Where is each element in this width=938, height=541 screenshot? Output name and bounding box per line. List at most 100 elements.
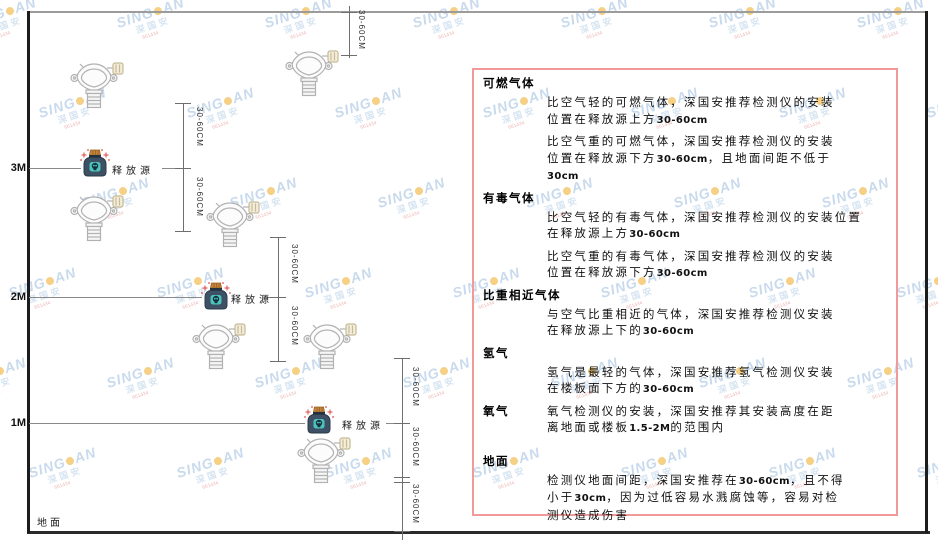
- guide-section: 有毒气体 比空气轻的有毒气体，深国安推荐检测仪的安装位置 在释放源上方30-60cm…: [483, 191, 888, 283]
- gas-detector-icon: [303, 322, 357, 377]
- section-paragraph: 氢气是最轻的气体，深国安推荐氢气检测仪安装 在楼板面下方的30-60cm: [547, 365, 888, 399]
- paragraph-line: 检测仪地面间距，深国安推荐在30-60cm，且不得: [547, 474, 845, 487]
- dimension-tick: [394, 482, 410, 483]
- paragraph-line: 比空气轻的可燃气体，深国安推荐检测仪的安装: [547, 97, 835, 109]
- release-source-label: 释放源: [342, 421, 384, 432]
- measurement-value: 30-60cm: [642, 326, 695, 337]
- paragraph-line: 测仪造成伤害: [547, 509, 630, 522]
- paragraph-line: 与空气比重相近的气体，深国安推荐检测仪安装: [547, 308, 835, 321]
- section-heading: 有毒气体: [483, 192, 535, 205]
- dimension-tick: [341, 55, 357, 56]
- dimension-tick: [175, 231, 191, 232]
- section-heading: 地面: [483, 455, 509, 468]
- release-source-label: 释放源: [112, 166, 154, 177]
- dimension-tick: [394, 358, 410, 359]
- paragraph-line: 在释放源上下的30-60cm: [547, 325, 695, 337]
- section-paragraph: 比空气重的可燃气体，深国安推荐检测仪的安装 位置在释放源下方30-60cm，且地面…: [547, 134, 888, 186]
- release-source-label: 释放源: [231, 295, 273, 306]
- dimension-tick: [341, 12, 357, 13]
- level-line: [162, 168, 183, 169]
- paragraph-line: 在释放源上方30-60cm: [547, 228, 681, 240]
- measurement-value: 30cm: [547, 171, 579, 182]
- level-line: [29, 423, 305, 424]
- section-paragraph: 氧气检测仪的安装，深国安推荐其安装高度在距 离地面或楼板1.5-2M的范围内: [547, 404, 888, 438]
- dimension-tick: [175, 103, 191, 104]
- left-wall-line: [27, 11, 30, 533]
- dimension-label: 30-60CM: [411, 367, 420, 407]
- dimension-tick: [394, 423, 410, 424]
- dimension-line: [278, 237, 279, 361]
- level-line: [29, 168, 81, 169]
- height-marker-label: 1M: [10, 417, 26, 429]
- measurement-value: 30-60cm: [656, 268, 708, 279]
- dimension-tick: [394, 477, 410, 478]
- measurement-value: 30cm: [574, 493, 607, 504]
- dimension-tick: [270, 297, 286, 298]
- dimension-line: [349, 6, 350, 58]
- dimension-label: 30-60CM: [411, 484, 420, 524]
- release-source-icon: [200, 280, 232, 319]
- dimension-tick: [175, 168, 191, 169]
- paragraph-line: 30cm: [547, 168, 888, 186]
- paragraph-line: 小于30cm，因为过低容易水溅腐蚀等，容易对检: [547, 492, 840, 504]
- gas-detector-icon: [297, 436, 351, 491]
- section-paragraph: 与空气比重相近的气体，深国安推荐检测仪安装 在释放源上下的30-60cm: [547, 307, 888, 341]
- measurement-value: 30-60cm: [642, 384, 695, 395]
- section-heading: 氧气: [483, 405, 509, 418]
- measurement-value: 30-60cm: [656, 114, 708, 126]
- measurement-value: 30-60cm: [738, 475, 790, 487]
- gas-detector-icon: [206, 200, 260, 255]
- dimension-label: 30-60CM: [357, 10, 366, 50]
- dimension-label: 30-60CM: [290, 244, 299, 284]
- paragraph-line: 在楼板面下方的30-60cm: [547, 383, 695, 395]
- right-wall-line: [925, 11, 928, 533]
- dimension-label: 30-60CM: [195, 107, 204, 147]
- measurement-value: 30-60cm: [656, 153, 708, 165]
- paragraph-line: 氧气检测仪的安装，深国安推荐其安装高度在距: [547, 405, 835, 418]
- section-heading: 氢气: [483, 347, 509, 360]
- dimension-tick: [270, 361, 286, 362]
- gas-detector-icon: [192, 322, 246, 377]
- dimension-line: [402, 358, 403, 540]
- paragraph-line: 比空气重的有毒气体，深国安推荐检测仪的安装: [547, 250, 835, 263]
- measurement-value: 1.5-2M: [629, 423, 671, 434]
- dimension-tick: [394, 531, 410, 532]
- section-paragraph: 检测仪地面间距，深国安推荐在30-60cm，且不得 小于30cm，因为过低容易水溅…: [547, 473, 888, 525]
- section-paragraph: 比空气重的有毒气体，深国安推荐检测仪的安装 位置在释放源下方30-60cm: [547, 249, 888, 283]
- paragraph-line: 离地面或楼板1.5-2M的范围内: [547, 422, 726, 434]
- gas-detector-icon: [70, 194, 124, 249]
- paragraph-line: 位置在释放源下方30-60cm，且地面间距不低于: [547, 152, 832, 165]
- section-paragraph: 比空气轻的可燃气体，深国安推荐检测仪的安装 位置在释放源上方30-60cm: [547, 95, 888, 129]
- dimension-label: 30-60CM: [195, 177, 204, 217]
- guide-section: 可燃气体 比空气轻的可燃气体，深国安推荐检测仪的安装 位置在释放源上方30-60cm…: [483, 76, 888, 186]
- gas-detector-icon: [285, 49, 339, 104]
- height-marker-label: 3M: [10, 162, 26, 174]
- paragraph-line: 比空气重的可燃气体，深国安推荐检测仪的安装: [547, 136, 835, 148]
- dimension-tick: [270, 237, 286, 238]
- measurement-value: 30-60cm: [629, 229, 681, 240]
- dimension-label: 30-60CM: [290, 306, 299, 346]
- paragraph-line: 位置在释放源上方30-60cm: [547, 113, 708, 126]
- level-line: [29, 297, 202, 298]
- section-heading: 可燃气体: [483, 78, 535, 90]
- guide-section: 比重相近气体与空气比重相近的气体，深国安推荐检测仪安装 在释放源上下的30-60c…: [483, 288, 888, 341]
- ceiling-line: [27, 11, 928, 13]
- ground-label: 地面: [37, 518, 63, 529]
- floor-line: [27, 531, 930, 534]
- installation-guide-panel: 可燃气体 比空气轻的可燃气体，深国安推荐检测仪的安装 位置在释放源上方30-60cm…: [472, 68, 898, 522]
- guide-section: 地面检测仪地面间距，深国安推荐在30-60cm，且不得 小于30cm，因为过低容易…: [483, 454, 888, 525]
- section-heading: 比重相近气体: [483, 289, 561, 302]
- height-marker-label: 2M: [10, 291, 26, 303]
- paragraph-line: 比空气轻的有毒气体，深国安推荐检测仪的安装位置: [547, 211, 863, 224]
- guide-section: 氧气 氧气检测仪的安装，深国安推荐其安装高度在距 离地面或楼板1.5-2M的范围内: [483, 404, 888, 438]
- release-source-icon: [79, 147, 111, 186]
- dimension-line: [183, 103, 184, 231]
- guide-section: 氢气氢气是最轻的气体，深国安推荐氢气检测仪安装 在楼板面下方的30-60cm: [483, 346, 888, 399]
- paragraph-line: 位置在释放源下方30-60cm: [547, 267, 708, 279]
- gas-detector-icon: [70, 61, 124, 116]
- dimension-label: 30-60CM: [411, 427, 420, 467]
- section-paragraph: 比空气轻的有毒气体，深国安推荐检测仪的安装位置 在释放源上方30-60cm: [547, 210, 888, 244]
- paragraph-line: 氢气是最轻的气体，深国安推荐氢气检测仪安装: [547, 366, 835, 379]
